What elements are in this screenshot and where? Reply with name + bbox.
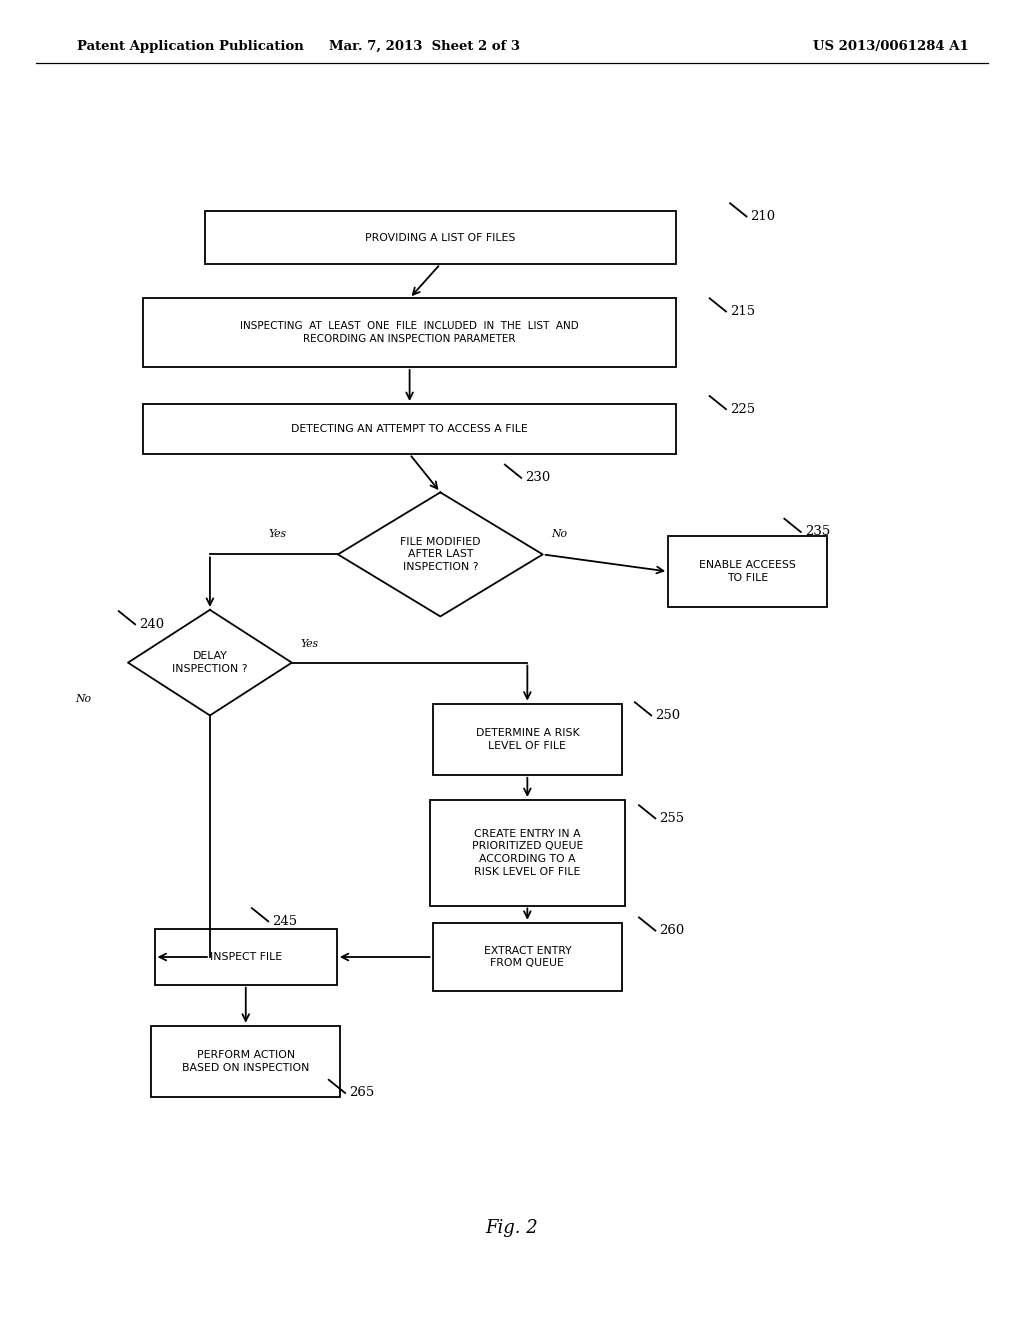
Bar xyxy=(152,1026,340,1097)
Text: INSPECTING  AT  LEAST  ONE  FILE  INCLUDED  IN  THE  LIST  AND
RECORDING AN INSP: INSPECTING AT LEAST ONE FILE INCLUDED IN… xyxy=(241,321,579,345)
Bar xyxy=(432,704,622,775)
Text: DETERMINE A RISK
LEVEL OF FILE: DETERMINE A RISK LEVEL OF FILE xyxy=(475,727,580,751)
Text: Mar. 7, 2013  Sheet 2 of 3: Mar. 7, 2013 Sheet 2 of 3 xyxy=(330,40,520,53)
Text: EXTRACT ENTRY
FROM QUEUE: EXTRACT ENTRY FROM QUEUE xyxy=(483,945,571,969)
Text: FILE MODIFIED
AFTER LAST
INSPECTION ?: FILE MODIFIED AFTER LAST INSPECTION ? xyxy=(400,537,480,572)
Bar xyxy=(668,536,827,607)
Text: 240: 240 xyxy=(139,618,165,631)
Text: Yes: Yes xyxy=(268,529,287,540)
Text: PERFORM ACTION
BASED ON INSPECTION: PERFORM ACTION BASED ON INSPECTION xyxy=(182,1049,309,1073)
Text: 230: 230 xyxy=(525,471,551,484)
Text: ENABLE ACCEESS
TO FILE: ENABLE ACCEESS TO FILE xyxy=(699,560,796,583)
Text: 250: 250 xyxy=(655,709,681,722)
Text: INSPECT FILE: INSPECT FILE xyxy=(210,952,282,962)
Bar xyxy=(143,298,676,367)
Text: 245: 245 xyxy=(272,915,298,928)
Text: Yes: Yes xyxy=(300,639,318,649)
Bar xyxy=(143,404,676,454)
Text: PROVIDING A LIST OF FILES: PROVIDING A LIST OF FILES xyxy=(366,232,515,243)
Text: 265: 265 xyxy=(349,1086,375,1100)
Text: 225: 225 xyxy=(730,403,756,416)
Text: Patent Application Publication: Patent Application Publication xyxy=(77,40,303,53)
Text: DELAY
INSPECTION ?: DELAY INSPECTION ? xyxy=(172,651,248,675)
Bar xyxy=(432,923,622,991)
Polygon shape xyxy=(338,492,543,616)
Text: 255: 255 xyxy=(659,812,685,825)
Text: US 2013/0061284 A1: US 2013/0061284 A1 xyxy=(813,40,969,53)
Text: DETECTING AN ATTEMPT TO ACCESS A FILE: DETECTING AN ATTEMPT TO ACCESS A FILE xyxy=(291,424,528,434)
Text: No: No xyxy=(551,529,567,540)
Text: No: No xyxy=(75,694,91,705)
Bar xyxy=(155,929,337,985)
Text: 260: 260 xyxy=(659,924,685,937)
Text: 210: 210 xyxy=(751,210,776,223)
Text: 235: 235 xyxy=(805,525,830,539)
Text: CREATE ENTRY IN A
PRIORITIZED QUEUE
ACCORDING TO A
RISK LEVEL OF FILE: CREATE ENTRY IN A PRIORITIZED QUEUE ACCO… xyxy=(472,829,583,876)
Text: Fig. 2: Fig. 2 xyxy=(485,1218,539,1237)
Text: 215: 215 xyxy=(730,305,756,318)
Bar xyxy=(205,211,676,264)
Bar xyxy=(430,800,625,906)
Polygon shape xyxy=(128,610,292,715)
